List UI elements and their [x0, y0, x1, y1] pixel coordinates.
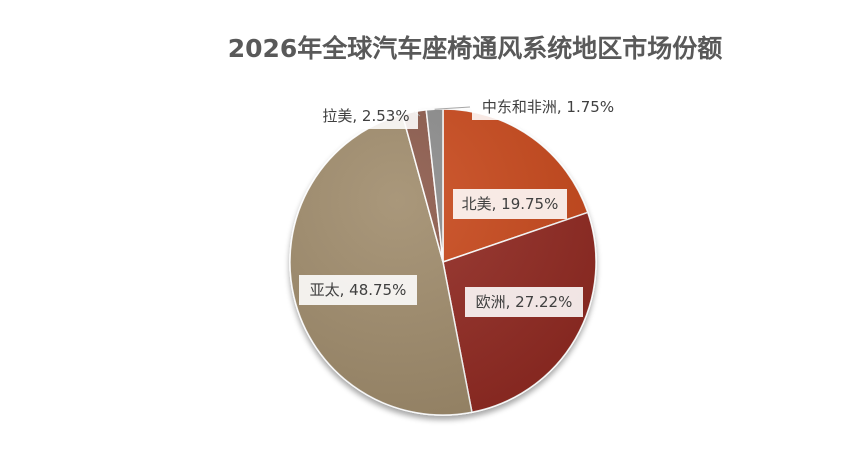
chart-title: 2026年全球汽车座椅通风系统地区市场份额	[228, 34, 723, 63]
data-labels: 北美, 19.75% 欧洲, 27.22% 亚太, 48.75% 拉美, 2.53% 中…	[299, 94, 624, 317]
data-label-background	[472, 94, 624, 120]
data-label-text: 亚太, 48.75%	[310, 281, 407, 299]
data-label-text: 欧洲, 27.22%	[476, 293, 573, 311]
data-label: 欧洲, 27.22%	[465, 287, 583, 317]
data-label-background	[299, 275, 417, 305]
pie-slices	[289, 108, 597, 416]
data-label-text: 中东和非洲, 1.75%	[482, 98, 614, 116]
data-label: 亚太, 48.75%	[299, 275, 417, 305]
data-label: 拉美, 2.53%	[314, 103, 418, 129]
data-label-background	[465, 287, 583, 317]
data-label-background	[453, 189, 567, 219]
data-label: 北美, 19.75%	[453, 189, 567, 219]
data-label-background	[314, 103, 418, 129]
data-label-text: 拉美, 2.53%	[322, 107, 409, 125]
leader-line	[434, 106, 471, 110]
data-label-text: 北美, 19.75%	[462, 195, 559, 213]
data-label: 中东和非洲, 1.75%	[472, 94, 624, 120]
